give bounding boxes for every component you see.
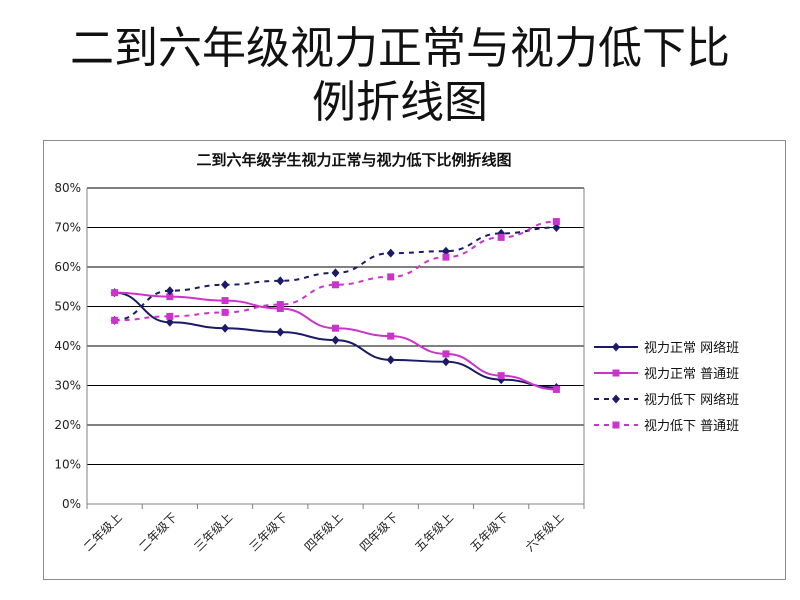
data-point [612, 342, 620, 352]
data-point [166, 293, 174, 301]
data-point [612, 394, 620, 404]
y-tick-label: 60% [54, 260, 81, 274]
legend-label: 视力低下 普通班 [644, 419, 739, 434]
slide-title-line2: 例折线图 [312, 77, 488, 128]
data-point [276, 304, 284, 312]
data-point [221, 308, 229, 316]
slide-title-line1: 二到六年级视力正常与视力低下比 [70, 23, 730, 74]
x-tick-label: 四年级上 [302, 510, 346, 554]
legend-item-4: 视力低下 普通班 [594, 419, 739, 434]
data-point [497, 372, 505, 380]
data-point [497, 233, 505, 241]
y-tick-label: 40% [54, 339, 81, 353]
x-tick-label: 二年级上 [81, 510, 125, 554]
y-tick-label: 30% [54, 379, 81, 393]
data-point [612, 369, 620, 377]
y-tick-label: 70% [54, 221, 81, 235]
data-point [552, 223, 561, 232]
data-point [165, 317, 174, 327]
data-point [111, 289, 119, 297]
y-tick-label: 20% [54, 418, 81, 432]
data-point [442, 350, 450, 358]
data-point [441, 246, 450, 256]
data-point [276, 276, 285, 286]
data-point [331, 335, 340, 345]
data-point [386, 248, 395, 258]
y-tick-label: 0% [62, 497, 81, 511]
y-tick-label: 10% [54, 458, 81, 472]
legend-label: 视力正常 网络班 [644, 340, 739, 356]
series-1 [110, 288, 561, 392]
data-point [387, 273, 395, 281]
data-point [552, 218, 560, 226]
series-3 [110, 223, 561, 325]
series-layer [110, 218, 561, 393]
data-point [441, 357, 450, 367]
data-point [332, 281, 339, 289]
legend-label: 视力低下 网络班 [644, 392, 739, 408]
data-point [221, 297, 229, 305]
series-4 [111, 218, 560, 324]
data-point [332, 324, 339, 332]
legend-item-2: 视力正常 普通班 [594, 367, 739, 382]
data-point [166, 312, 174, 320]
data-point [612, 421, 620, 429]
x-tick-label: 五年级下 [467, 510, 511, 554]
data-point [221, 280, 230, 290]
slide-title: 二到六年级视力正常与视力低下比 例折线图 [40, 22, 760, 130]
data-point [221, 323, 230, 333]
x-tick-label: 三年级下 [247, 510, 291, 554]
line-chart: 二到六年级学生视力正常与视力低下比例折线图 0% 10% 20% 30% 40% 50% 6… [54, 151, 739, 554]
data-point [552, 385, 560, 393]
data-point [386, 355, 395, 365]
data-point [387, 332, 395, 340]
grid-layer [87, 187, 584, 505]
x-tick-label: 五年级上 [412, 510, 456, 554]
x-tick-label: 六年级上 [523, 510, 567, 554]
series-2 [111, 289, 560, 393]
legend-item-3: 视力低下 网络班 [594, 392, 739, 408]
y-tick-label: 50% [54, 300, 81, 314]
data-point [276, 301, 284, 309]
chart-frame: 二到六年级学生视力正常与视力低下比例折线图 0% 10% 20% 30% 40% 50% 6… [43, 140, 786, 580]
chart-title: 二到六年级学生视力正常与视力低下比例折线图 [196, 151, 511, 169]
data-point [165, 286, 174, 296]
legend-label: 视力正常 普通班 [644, 367, 739, 382]
data-point [442, 253, 450, 261]
data-point [111, 316, 119, 324]
y-tick-label: 80% [54, 181, 81, 195]
data-point [331, 268, 340, 278]
legend-item-1: 视力正常 网络班 [594, 340, 739, 356]
x-tick-label: 二年级下 [136, 510, 180, 554]
x-tick-label: 三年级上 [191, 510, 235, 554]
data-point [276, 327, 285, 337]
x-tick-label: 四年级下 [357, 510, 401, 554]
